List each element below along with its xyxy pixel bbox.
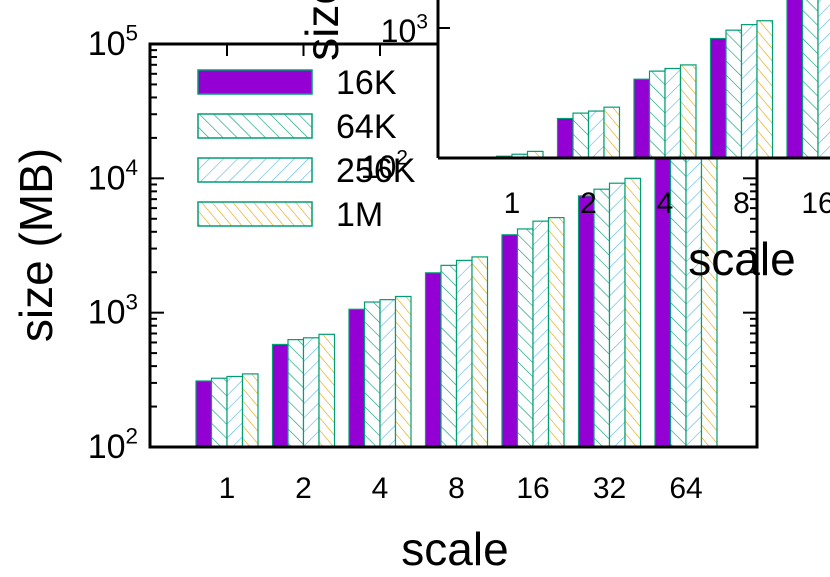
main-chart: 102 103 104 105 1 2 4 8 16 32 64 scale size (MB) 16K 6…	[10, 21, 759, 575]
x-tick-label: 2	[295, 472, 312, 505]
legend-label: 16K	[336, 64, 397, 102]
bar	[318, 333, 336, 448]
bar	[287, 339, 305, 448]
inset-bar	[740, 24, 758, 158]
inset-bar	[709, 37, 727, 158]
legend-swatch	[197, 157, 313, 183]
inset-x-axis-label: scale	[688, 233, 795, 285]
bar	[348, 308, 366, 448]
x-tick-label: 8	[448, 472, 465, 505]
inset-y-tick-label: 103	[381, 11, 428, 49]
y-tick-label: 103	[88, 289, 138, 331]
bar	[363, 301, 381, 448]
inset-bar	[679, 64, 697, 158]
inset-plot-area	[438, 0, 830, 158]
inset-bar	[648, 70, 666, 158]
inset-bar	[801, 0, 819, 158]
bar	[593, 188, 611, 448]
y-axis-label: size (MB)	[10, 148, 62, 342]
x-tick-label: 4	[372, 472, 389, 505]
legend-swatch	[197, 69, 313, 95]
inset-bar	[725, 29, 743, 158]
bar	[471, 256, 489, 448]
bar	[424, 272, 442, 448]
legend-label: 256K	[336, 152, 416, 190]
bar	[685, 140, 703, 448]
x-tick-label: 32	[593, 472, 626, 505]
x-tick-label: 1	[219, 472, 236, 505]
bar	[455, 259, 473, 448]
bar	[195, 380, 213, 448]
x-tick-label: 64	[669, 472, 702, 505]
bar	[700, 137, 718, 448]
inset-bar	[756, 20, 774, 158]
inset-bar	[572, 112, 590, 158]
bar	[302, 337, 320, 448]
inset-x-tick-label: 16	[801, 187, 830, 220]
bar	[241, 373, 259, 448]
x-tick-label: 16	[516, 472, 549, 505]
x-axis-label: scale	[401, 523, 508, 575]
inset-x-tick-label: 2	[580, 187, 597, 220]
bar	[608, 182, 626, 448]
inset-bar	[664, 67, 682, 158]
inset-x-tick-label: 8	[733, 187, 750, 220]
inset-y-axis-label: size	[296, 0, 348, 61]
bar	[577, 195, 595, 448]
inset-bar	[786, 0, 804, 158]
bar	[501, 234, 519, 448]
bar	[440, 264, 458, 448]
bar	[210, 377, 228, 448]
bar	[547, 217, 565, 448]
bar	[226, 375, 244, 448]
inset-x-tick-label: 4	[657, 187, 674, 220]
inset-bar	[633, 78, 651, 158]
y-tick-label: 105	[88, 21, 138, 63]
legend-label: 1M	[336, 196, 383, 234]
bar	[379, 299, 397, 448]
y-tick-label: 102	[88, 424, 138, 466]
y-tick-label: 104	[88, 155, 138, 197]
legend-swatch	[197, 113, 313, 139]
bar	[624, 177, 642, 448]
legend-label: 64K	[336, 108, 397, 146]
bar	[532, 220, 550, 448]
inset-bar	[587, 110, 605, 158]
inset-bar	[556, 117, 574, 158]
inset-y-tick-label: 102	[361, 147, 408, 185]
inset-bar	[817, 0, 830, 158]
bar	[394, 295, 412, 448]
inset-x-tick-label: 1	[504, 187, 521, 220]
legend-swatch	[197, 201, 313, 227]
inset-bar	[603, 106, 621, 158]
bar	[271, 343, 289, 448]
bar	[516, 228, 534, 448]
